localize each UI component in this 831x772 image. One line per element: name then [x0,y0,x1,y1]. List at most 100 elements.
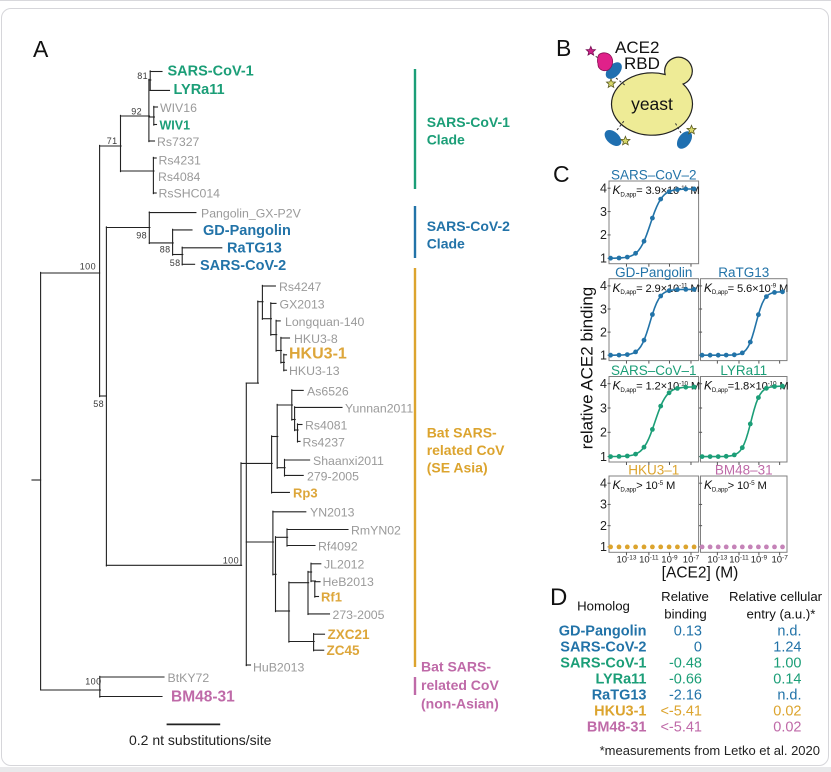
svg-text:Clade: Clade [427,132,465,148]
svg-text:-0.48: -0.48 [669,656,702,672]
svg-text:4: 4 [600,477,607,491]
svg-text:<-5.41: <-5.41 [660,704,702,720]
svg-text:A: A [33,36,49,62]
svg-text:SARS-CoV-1: SARS-CoV-1 [560,656,646,672]
svg-text:KD,app> 10-5 M: KD,app> 10-5 M [613,478,676,493]
svg-text:RaTG13: RaTG13 [592,688,647,704]
svg-text:0.14: 0.14 [773,672,801,688]
svg-text:HKU3-1: HKU3-1 [289,345,347,362]
svg-text:SARS-CoV-2: SARS-CoV-2 [427,218,510,234]
svg-text:Homolog: Homolog [577,599,630,614]
svg-text:(non-Asian): (non-Asian) [421,696,499,712]
svg-text:LYRa11: LYRa11 [595,672,646,688]
svg-text:10-11: 10-11 [639,555,659,566]
svg-text:10-13: 10-13 [616,555,636,566]
svg-text:HuB2013: HuB2013 [253,660,304,674]
svg-text:(SE Asia): (SE Asia) [427,460,488,476]
svg-text:KD,app= 2.9×10-11 M: KD,app= 2.9×10-11 M [613,281,700,296]
svg-text:RaTG13: RaTG13 [227,241,282,257]
svg-text:81: 81 [137,71,148,81]
svg-text:Pangolin_GX-P2V: Pangolin_GX-P2V [201,206,302,220]
svg-text:Longquan-140: Longquan-140 [285,315,364,329]
svg-text:ZXC21: ZXC21 [328,627,371,642]
svg-text:Shaanxi2011: Shaanxi2011 [313,454,384,468]
svg-text:relative ACE2 binding: relative ACE2 binding [578,287,597,450]
svg-text:SARS-CoV-1: SARS-CoV-1 [427,114,510,130]
svg-text:BtKY72: BtKY72 [168,671,210,685]
svg-text:4: 4 [600,377,607,391]
svg-text:Rf4092: Rf4092 [318,539,358,553]
svg-text:10-7: 10-7 [771,555,788,566]
svg-text:58: 58 [93,399,104,409]
svg-text:0.13: 0.13 [674,624,702,640]
svg-text:58: 58 [170,258,181,268]
svg-text:92: 92 [131,107,142,117]
svg-text:10-11: 10-11 [729,555,749,566]
svg-text:Rp3: Rp3 [293,485,318,500]
svg-text:4: 4 [600,279,607,293]
svg-text:GD-Pangolin: GD-Pangolin [615,265,692,280]
svg-text:<-5.41: <-5.41 [660,720,702,736]
svg-text:KD,app=1.8×10-10 M: KD,app=1.8×10-10 M [704,379,789,394]
svg-text:B: B [556,35,571,61]
svg-text:0: 0 [694,640,702,656]
svg-text:Rs4247: Rs4247 [279,280,322,294]
svg-text:C: C [553,161,570,187]
svg-text:BM48-31: BM48-31 [171,688,235,705]
svg-text:2: 2 [600,325,607,339]
svg-text:Bat SARS-: Bat SARS- [421,659,491,675]
svg-text:3: 3 [600,498,607,512]
svg-text:Relative: Relative [661,589,709,604]
svg-text:JL2012: JL2012 [324,558,365,572]
svg-text:HKU3-8: HKU3-8 [294,332,338,346]
svg-text:88: 88 [160,245,171,255]
svg-text:SARS-CoV-1: SARS-CoV-1 [168,63,254,79]
svg-text:D: D [550,584,567,611]
svg-text:2: 2 [600,426,607,440]
svg-text:n.d.: n.d. [777,688,801,704]
svg-text:[ACE2] (M): [ACE2] (M) [662,565,739,582]
svg-text:10-9: 10-9 [751,555,768,566]
svg-text:RmYN02: RmYN02 [351,523,401,537]
svg-text:0.02: 0.02 [773,720,801,736]
svg-text:related CoV: related CoV [421,677,499,693]
svg-text:SARS–CoV–1: SARS–CoV–1 [611,363,697,378]
svg-text:1.00: 1.00 [773,656,801,672]
svg-text:*measurements from Letko et al: *measurements from Letko et al. 2020 [600,743,820,758]
svg-text:RaTG13: RaTG13 [718,265,769,280]
svg-text:Yunnan2011: Yunnan2011 [345,401,413,415]
svg-text:WIV1: WIV1 [160,118,191,132]
svg-text:ACE2: ACE2 [615,38,659,57]
svg-text:As6526: As6526 [307,384,349,398]
svg-text:KD,app> 10-5 M: KD,app> 10-5 M [704,478,767,493]
svg-text:4: 4 [600,182,607,196]
svg-text:BM48-31: BM48-31 [587,720,647,736]
svg-text:LYRa11: LYRa11 [174,82,225,98]
svg-text:98: 98 [136,231,147,241]
svg-text:10-13: 10-13 [707,555,727,566]
svg-text:10-7: 10-7 [683,555,700,566]
svg-text:YN2013: YN2013 [310,506,355,520]
svg-text:Rf1: Rf1 [321,589,342,604]
svg-text:LYRa11: LYRa11 [720,363,767,378]
svg-text:RsSHC014: RsSHC014 [159,186,221,200]
svg-text:SARS-CoV-2: SARS-CoV-2 [200,258,286,274]
svg-text:Rs4084: Rs4084 [158,170,201,184]
svg-text:100: 100 [223,556,239,566]
svg-text:10-9: 10-9 [661,555,678,566]
svg-text:entry (a.u.)*: entry (a.u.)* [747,606,816,621]
svg-text:HeB2013: HeB2013 [323,575,374,589]
svg-text:HKU3–1: HKU3–1 [628,463,679,478]
svg-text:1.24: 1.24 [773,640,801,656]
svg-text:1: 1 [600,252,607,266]
svg-text:3: 3 [600,205,607,219]
svg-text:BM48–31: BM48–31 [715,463,773,478]
svg-text:3: 3 [600,302,607,316]
svg-text:SARS–CoV–2: SARS–CoV–2 [611,168,697,183]
svg-text:273-2005: 273-2005 [333,608,385,622]
svg-text:-0.66: -0.66 [669,672,702,688]
svg-text:1: 1 [600,349,607,363]
svg-text:Rs4231: Rs4231 [159,153,202,167]
svg-text:Rs7327: Rs7327 [157,135,200,149]
svg-text:Rs4081: Rs4081 [305,418,348,432]
